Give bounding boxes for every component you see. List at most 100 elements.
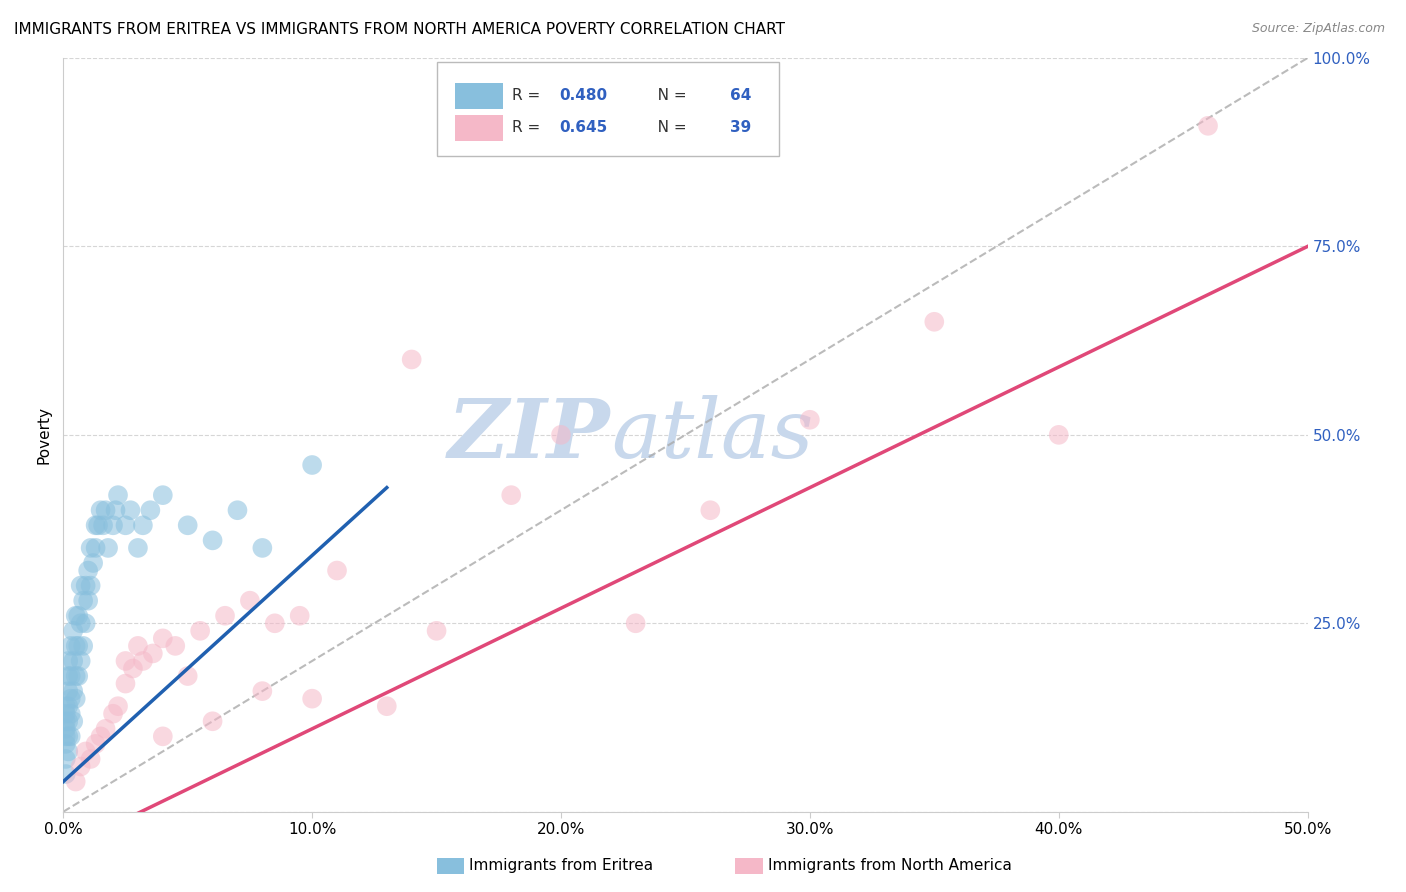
Point bbox=[426, 624, 449, 638]
Point bbox=[69, 616, 91, 631]
Point bbox=[79, 541, 101, 555]
Point bbox=[62, 654, 84, 668]
Point bbox=[55, 722, 77, 736]
Point bbox=[799, 413, 821, 427]
Point bbox=[239, 593, 262, 607]
Point bbox=[58, 684, 80, 698]
Point bbox=[94, 722, 117, 736]
Point bbox=[58, 714, 80, 729]
Point bbox=[62, 684, 84, 698]
Point bbox=[75, 616, 97, 631]
Point bbox=[77, 564, 100, 578]
Point bbox=[120, 503, 142, 517]
FancyBboxPatch shape bbox=[437, 62, 779, 156]
Point bbox=[94, 503, 117, 517]
Point bbox=[97, 541, 120, 555]
Text: ZIP: ZIP bbox=[449, 395, 610, 475]
Point bbox=[401, 352, 423, 367]
Point bbox=[226, 503, 249, 517]
Point bbox=[55, 706, 77, 721]
Point bbox=[65, 691, 87, 706]
Point bbox=[67, 669, 90, 683]
Point bbox=[84, 541, 107, 555]
Text: R =: R = bbox=[512, 120, 546, 136]
Point bbox=[91, 518, 114, 533]
Point bbox=[55, 699, 77, 714]
Point bbox=[55, 752, 77, 766]
Text: 0.480: 0.480 bbox=[560, 88, 607, 103]
Text: Immigrants from Eritrea: Immigrants from Eritrea bbox=[470, 858, 652, 873]
Point bbox=[55, 737, 77, 751]
FancyBboxPatch shape bbox=[437, 858, 464, 874]
Text: N =: N = bbox=[643, 120, 692, 136]
Point bbox=[90, 730, 112, 744]
Point bbox=[127, 541, 149, 555]
Point bbox=[107, 488, 129, 502]
Point bbox=[59, 669, 82, 683]
FancyBboxPatch shape bbox=[456, 115, 502, 141]
Point bbox=[65, 774, 87, 789]
Point bbox=[201, 714, 224, 729]
Point bbox=[177, 669, 200, 683]
Text: Immigrants from North America: Immigrants from North America bbox=[768, 858, 1011, 873]
Point bbox=[77, 593, 100, 607]
Point bbox=[65, 608, 87, 623]
Point bbox=[252, 684, 274, 698]
Point bbox=[375, 699, 398, 714]
Point bbox=[75, 578, 97, 592]
Point bbox=[59, 706, 82, 721]
Point bbox=[62, 714, 84, 729]
Point bbox=[127, 639, 149, 653]
Point bbox=[62, 624, 84, 638]
Point bbox=[75, 744, 97, 758]
Point bbox=[59, 691, 82, 706]
Text: R =: R = bbox=[512, 88, 546, 103]
Text: N =: N = bbox=[643, 88, 692, 103]
Point bbox=[1047, 427, 1070, 442]
Point bbox=[67, 608, 90, 623]
Text: 39: 39 bbox=[730, 120, 751, 136]
Point bbox=[58, 730, 80, 744]
Point bbox=[142, 647, 165, 661]
Text: 0.645: 0.645 bbox=[560, 120, 607, 136]
Point bbox=[69, 654, 91, 668]
Point bbox=[122, 661, 145, 675]
Point bbox=[301, 458, 323, 472]
Point bbox=[69, 578, 91, 592]
Point bbox=[79, 752, 101, 766]
Point bbox=[55, 714, 77, 729]
Point bbox=[288, 608, 311, 623]
Point bbox=[90, 503, 112, 517]
Point bbox=[1197, 119, 1219, 133]
Point bbox=[177, 518, 200, 533]
Point bbox=[699, 503, 721, 517]
Point bbox=[252, 541, 274, 555]
Text: 64: 64 bbox=[730, 88, 752, 103]
Point bbox=[101, 518, 124, 533]
Point bbox=[65, 639, 87, 653]
Point bbox=[84, 737, 107, 751]
Point bbox=[114, 654, 136, 668]
Text: IMMIGRANTS FROM ERITREA VS IMMIGRANTS FROM NORTH AMERICA POVERTY CORRELATION CHA: IMMIGRANTS FROM ERITREA VS IMMIGRANTS FR… bbox=[14, 22, 785, 37]
Point bbox=[152, 488, 174, 502]
Point bbox=[84, 518, 107, 533]
Point bbox=[114, 676, 136, 690]
Point bbox=[69, 759, 91, 773]
Point bbox=[58, 744, 80, 758]
Point bbox=[263, 616, 285, 631]
Point bbox=[58, 669, 80, 683]
Text: atlas: atlas bbox=[610, 395, 813, 475]
Point bbox=[67, 639, 90, 653]
Point bbox=[326, 564, 349, 578]
Point bbox=[114, 518, 136, 533]
Y-axis label: Poverty: Poverty bbox=[37, 406, 52, 464]
Point bbox=[924, 315, 946, 329]
Point bbox=[82, 556, 104, 570]
Point bbox=[165, 639, 187, 653]
Point bbox=[58, 699, 80, 714]
Point bbox=[301, 691, 323, 706]
FancyBboxPatch shape bbox=[735, 858, 762, 874]
Point bbox=[55, 730, 77, 744]
Point bbox=[59, 639, 82, 653]
Point bbox=[132, 518, 155, 533]
